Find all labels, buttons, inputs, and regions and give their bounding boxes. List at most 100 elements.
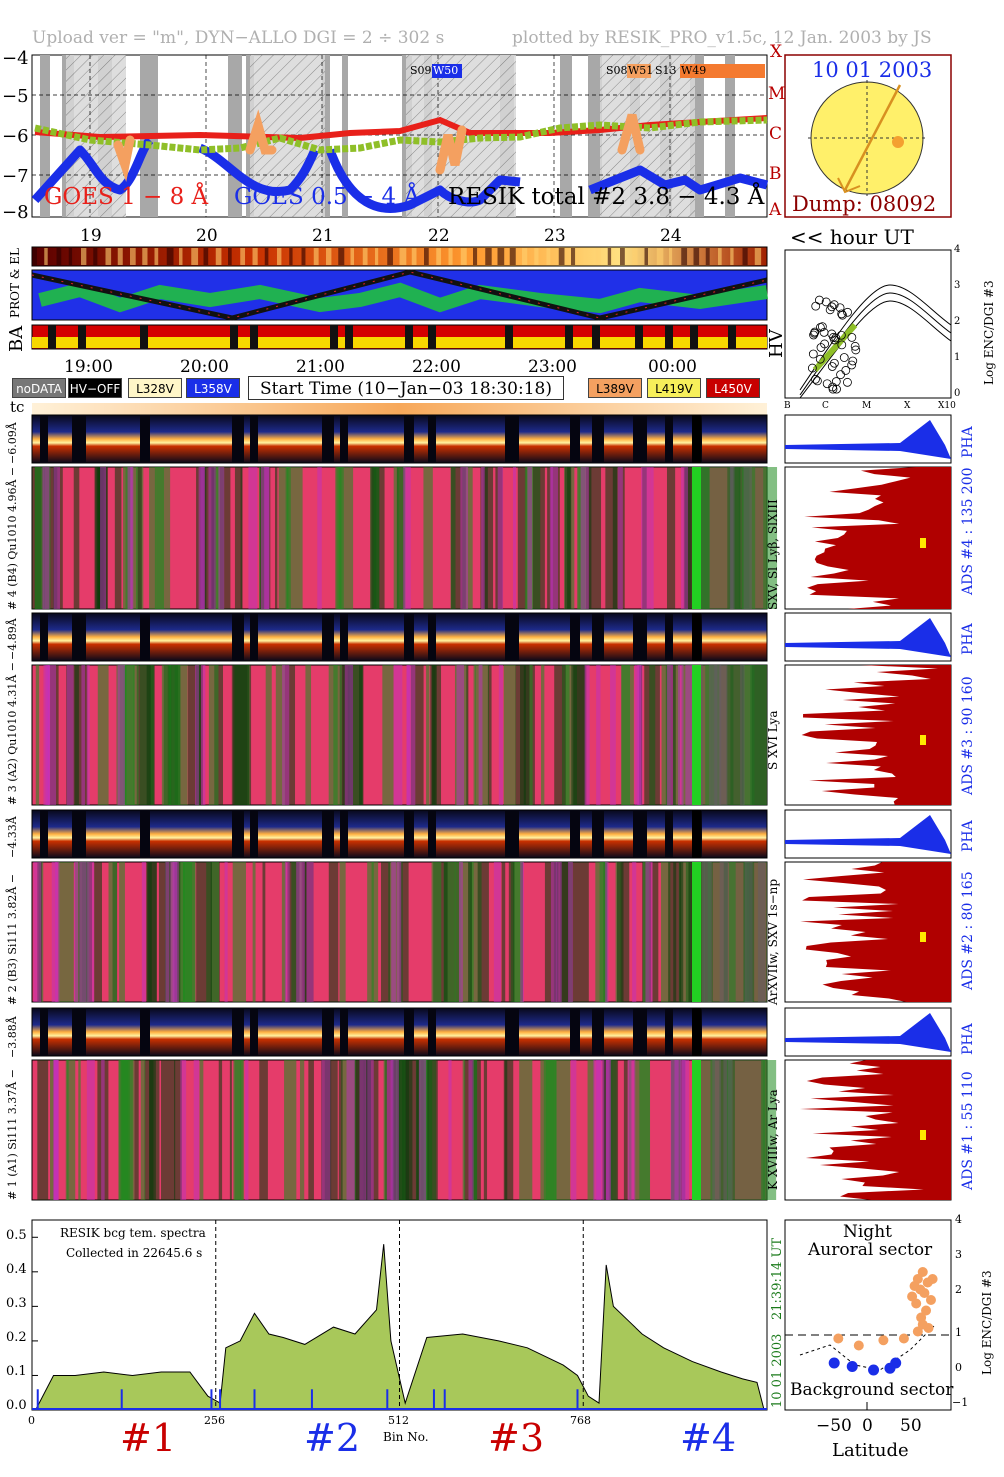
spectrogram-column xyxy=(550,862,557,1002)
spectrogram-column xyxy=(146,665,151,805)
pha-gap xyxy=(140,613,150,661)
heat-stripe xyxy=(93,248,98,265)
spectrogram-column xyxy=(321,1060,331,1200)
spectrogram-column xyxy=(339,862,346,1002)
spectrogram-column xyxy=(503,1060,508,1200)
heat-stripe xyxy=(571,248,576,265)
heat-stripe xyxy=(632,248,638,265)
ba-stripe xyxy=(665,325,673,349)
heat-stripe xyxy=(399,248,407,265)
spectrum-ytick: 0.3 xyxy=(6,1296,27,1311)
heat-stripe xyxy=(754,248,762,265)
tag-w50: W50 xyxy=(433,64,459,77)
spectrogram-column xyxy=(565,665,578,805)
spectrogram-column xyxy=(33,862,42,1002)
spectrogram-column xyxy=(73,467,80,609)
pha-gap xyxy=(250,415,258,463)
spectrogram-column xyxy=(161,665,171,805)
pha-gap xyxy=(140,1008,150,1056)
hv-point xyxy=(836,370,845,380)
spectrogram-column xyxy=(367,1060,374,1200)
spectrogram-column xyxy=(278,467,289,609)
spectrogram-column xyxy=(596,665,601,805)
spectrogram-column xyxy=(498,665,504,805)
pha-histogram-fill xyxy=(785,618,951,657)
pha-gap xyxy=(232,613,244,661)
lat-ytick: 2 xyxy=(955,1283,962,1296)
spectrogram-column xyxy=(403,467,411,609)
line-label: K XVIIIw, Ar Lya xyxy=(766,1089,780,1190)
ba-stripe xyxy=(728,325,736,349)
spectrogram-column xyxy=(262,862,266,1002)
spectrogram-column xyxy=(305,665,312,805)
w50-tag xyxy=(432,64,462,78)
spectrogram-column xyxy=(134,1060,139,1200)
spectrum-xtick: 0 xyxy=(28,1414,35,1427)
heat-stripe xyxy=(607,248,612,265)
background-point xyxy=(846,1361,858,1372)
pha-gap xyxy=(232,810,244,858)
pha-gap xyxy=(428,810,436,858)
ba-stripe xyxy=(230,325,238,349)
ba-stripe xyxy=(405,325,413,349)
channel-label-2: #2 xyxy=(304,1416,361,1460)
ba-stripe xyxy=(592,325,600,349)
spectrogram-tail xyxy=(701,467,767,609)
pha-gap xyxy=(692,1008,701,1056)
spectrogram-column xyxy=(587,1060,595,1200)
sun-panel xyxy=(784,54,952,218)
spectrogram-column xyxy=(299,1060,305,1200)
hv-point xyxy=(807,363,817,373)
tag-s09: S09 xyxy=(410,64,432,77)
ads-label: ADS #2 : 80 165 xyxy=(960,871,976,990)
class-letter: M xyxy=(768,84,786,104)
pha-gap xyxy=(592,415,604,463)
pha-wavelength-label: −3.88Å xyxy=(6,1016,19,1058)
pha-gap xyxy=(633,810,647,858)
spectrogram-column xyxy=(570,1060,577,1200)
spectrogram-column xyxy=(127,467,133,609)
pha-gap xyxy=(404,415,414,463)
spectrogram-column xyxy=(199,1060,204,1200)
ads-label: ADS #4 : 135 200 xyxy=(960,467,976,595)
heat-stripe xyxy=(264,248,269,265)
goes-ytick: −8 xyxy=(2,202,29,223)
spectrogram-column xyxy=(508,862,515,1002)
spectrogram-column xyxy=(673,862,682,1002)
line-label: S XVI Lya xyxy=(766,710,780,771)
spectrogram-column xyxy=(45,467,50,609)
pha-gap xyxy=(232,415,244,463)
spectrogram-column xyxy=(632,862,637,1002)
spectrogram-column xyxy=(55,862,60,1002)
prot-el-strips xyxy=(31,246,769,415)
spectrogram-marker xyxy=(692,665,701,805)
pha-gap xyxy=(665,415,673,463)
lat-xlabel: Latitude xyxy=(832,1440,909,1461)
hv-point xyxy=(837,340,847,350)
heat-stripe xyxy=(730,248,734,265)
heat-stripe xyxy=(620,248,625,265)
spectrogram-column xyxy=(443,862,456,1002)
pha-histogram-fill xyxy=(785,1013,951,1052)
spectrogram-column xyxy=(667,665,673,805)
hour-label: 20 xyxy=(196,226,218,246)
spectrogram-column xyxy=(232,862,246,1002)
spectrogram-column xyxy=(234,467,242,609)
hour-label: 20:00 xyxy=(180,357,229,377)
spectrogram-column xyxy=(519,1060,533,1200)
spectrogram-column xyxy=(623,1060,628,1200)
heat-stripe xyxy=(338,248,345,265)
hv-point xyxy=(811,301,821,311)
spectrogram-column xyxy=(264,467,269,609)
spectrogram-column xyxy=(532,467,545,609)
pha-gap xyxy=(692,810,701,858)
spectrogram-column xyxy=(660,862,671,1002)
spectrogram-tail xyxy=(701,862,767,1002)
pha-gap xyxy=(322,1008,334,1056)
night-band xyxy=(588,55,602,217)
spectrogram-column xyxy=(182,862,196,1002)
hv-point xyxy=(827,302,837,312)
hv-point xyxy=(808,349,818,359)
hv-point xyxy=(822,379,832,389)
pha-wavelength-label: −4.89Å xyxy=(6,618,19,660)
